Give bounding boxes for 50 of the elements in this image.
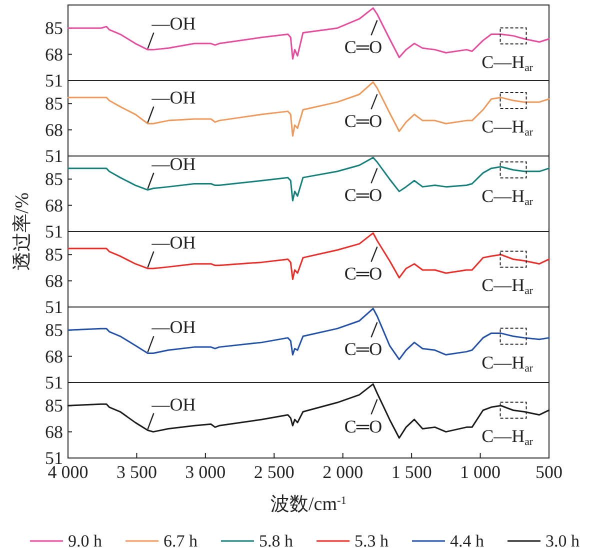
y-tick-label: 85: [45, 396, 63, 416]
x-axis-title: 波数/cm$^{-1}$: [270, 494, 347, 515]
annotation: C═O: [344, 37, 382, 58]
legend-label: 3.0 h: [546, 532, 580, 550]
y-tick-label: 51: [45, 70, 63, 90]
annotation: C—H$_{ar}$: [482, 426, 534, 448]
y-tick-label: 68: [45, 422, 63, 442]
legend-label: 5.8 h: [259, 532, 294, 550]
annotation: C═O: [344, 339, 382, 360]
annotation: C═O: [344, 264, 382, 284]
y-tick-label: 85: [45, 169, 63, 190]
x-tick-label: 2 500: [254, 462, 294, 482]
annotation: —OH: [150, 88, 196, 108]
x-tick-label: 1 500: [391, 462, 432, 482]
legend-label: 9.0 h: [68, 532, 102, 550]
y-tick-label: 51: [45, 297, 63, 317]
y-tick-label: 68: [45, 44, 63, 64]
annotation: C—H$_{ar}$: [482, 275, 534, 298]
legend-label: 6.7 h: [164, 532, 198, 550]
annotation: C—H$_{ar}$: [482, 352, 534, 374]
annotation: —OH: [150, 14, 196, 34]
x-tick-label: 1 000: [460, 462, 501, 482]
legend-label: 4.4 h: [450, 532, 484, 550]
y-axis-title: 透过率/%: [10, 192, 32, 271]
y-tick-label: 68: [45, 195, 63, 216]
y-tick-label: 51: [45, 222, 63, 242]
annotation: —OH: [150, 232, 196, 252]
y-tick-label: 85: [45, 320, 63, 340]
annotation: C═O: [344, 416, 382, 436]
annotation: C═O: [344, 111, 382, 132]
x-tick-label: 3 000: [185, 462, 226, 482]
x-tick-label: 3 500: [116, 462, 157, 482]
y-tick-label: 68: [45, 120, 63, 140]
y-tick-label: 85: [45, 244, 63, 265]
y-tick-label: 85: [45, 18, 63, 38]
y-tick-label: 68: [45, 270, 63, 291]
y-tick-label: 51: [45, 146, 63, 166]
y-tick-label: 85: [45, 94, 63, 114]
annotation: C═O: [344, 185, 382, 206]
annotation: —OH: [150, 317, 196, 338]
annotation: —OH: [150, 394, 196, 414]
x-tick-label: 2 000: [322, 462, 364, 482]
x-tick-label: 500: [536, 462, 562, 482]
legend-label: 5.3 h: [354, 532, 389, 550]
y-tick-label: 68: [45, 346, 63, 366]
annotation: C—H$_{ar}$: [482, 52, 534, 74]
annotation: C—H$_{ar}$: [482, 186, 534, 208]
annotation: C—H$_{ar}$: [482, 116, 534, 139]
annotation: —OH: [150, 154, 196, 174]
y-tick-label: 51: [45, 372, 63, 392]
